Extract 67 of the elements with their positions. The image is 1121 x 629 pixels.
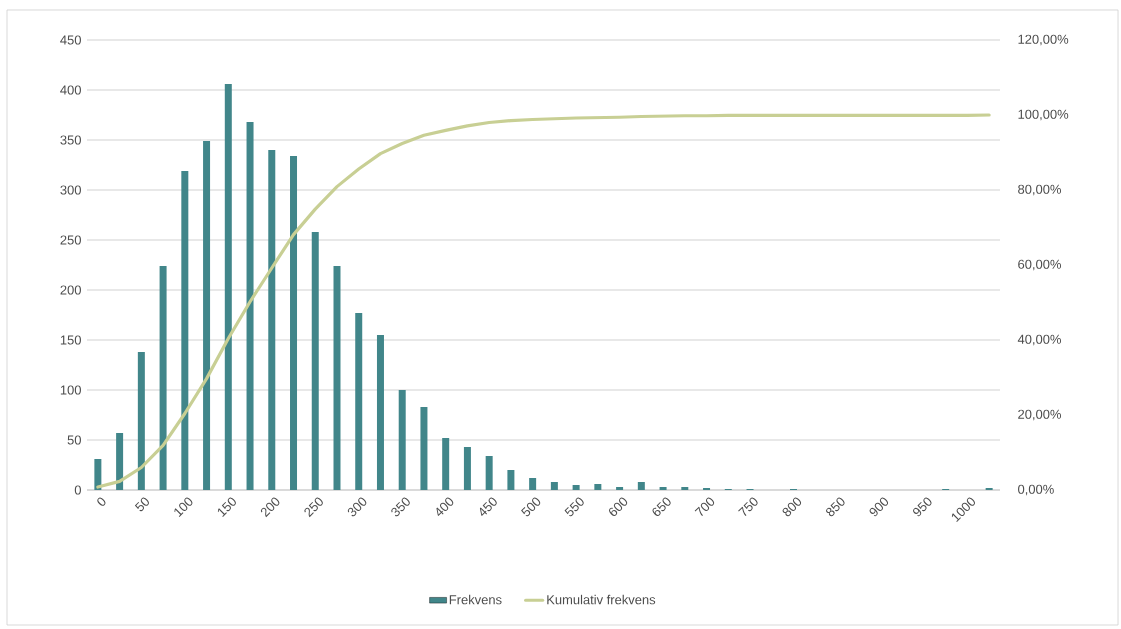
x-tick-label: 900	[869, 497, 889, 517]
bar	[420, 407, 428, 490]
y-tick-label: 0	[74, 485, 81, 495]
bar	[333, 266, 341, 490]
x-tick-label: 600	[609, 497, 628, 516]
y2-tick-label: 40,00%	[1017, 334, 1061, 346]
y-tick-label: 100	[60, 385, 81, 395]
x-tick-label: 700	[694, 497, 715, 516]
bar	[681, 487, 689, 490]
bar	[159, 266, 167, 490]
bar	[398, 390, 406, 490]
x-tick-label: 250	[304, 497, 323, 518]
bar	[594, 484, 602, 490]
x-tick-label: 450	[479, 497, 497, 516]
x-tick-label: 50	[134, 497, 149, 512]
bar	[485, 456, 493, 490]
y-tick-label: 350	[60, 135, 81, 145]
x-tick-label: 300	[347, 497, 367, 517]
legend-label: Frekvens	[449, 594, 502, 605]
x-tick-label: 800	[782, 497, 802, 517]
bar	[137, 352, 145, 490]
x-tick-label: 100	[174, 497, 193, 517]
bar	[550, 482, 558, 490]
y-tick-label: 50	[67, 435, 81, 445]
bar	[224, 84, 232, 490]
x-tick-label: 950	[913, 497, 932, 517]
y2-tick-label: 60,00%	[1018, 259, 1061, 271]
x-tick-label: 500	[521, 497, 541, 517]
bar	[616, 487, 624, 490]
x-tick-label: 550	[564, 497, 584, 517]
x-tick-label: 750	[738, 497, 758, 516]
y-tick-label: 200	[60, 285, 81, 295]
bar	[355, 313, 363, 490]
y-tick-label: 450	[60, 35, 81, 45]
bar	[507, 470, 515, 490]
y2-tick-label: 120,00%	[1018, 34, 1069, 46]
y2-tick-label: 20,00%	[1018, 409, 1061, 421]
x-tick-label: 200	[260, 497, 280, 518]
bar	[659, 487, 667, 490]
bar	[246, 122, 254, 490]
bar	[290, 156, 298, 490]
x-tick-label: 650	[652, 497, 671, 516]
x-tick-label: 850	[826, 497, 845, 517]
y-tick-label: 300	[60, 185, 81, 195]
bar	[529, 478, 537, 490]
bar	[442, 438, 450, 490]
bar	[637, 482, 645, 490]
bar	[572, 485, 580, 490]
x-tick-label: 150	[217, 497, 236, 517]
bar	[376, 335, 384, 490]
y2-tick-label: 0,00%	[1018, 484, 1054, 496]
y-tick-label: 250	[60, 235, 81, 245]
bar	[203, 141, 211, 490]
bar	[181, 171, 189, 490]
y2-tick-label: 100,00%	[1018, 109, 1069, 121]
y2-tick-label: 80,00%	[1018, 184, 1061, 196]
bar	[268, 150, 276, 490]
bar	[94, 459, 102, 490]
y-tick-label: 150	[60, 335, 81, 345]
bar	[463, 447, 471, 490]
bar	[116, 433, 124, 490]
bar	[311, 232, 319, 490]
x-tick-label: 350	[391, 497, 410, 517]
x-tick-label: 400	[436, 497, 454, 516]
legend-label: Kumulativ frekvens	[547, 594, 656, 605]
x-tick-label: 0	[97, 497, 106, 506]
y-tick-label: 400	[60, 85, 81, 95]
